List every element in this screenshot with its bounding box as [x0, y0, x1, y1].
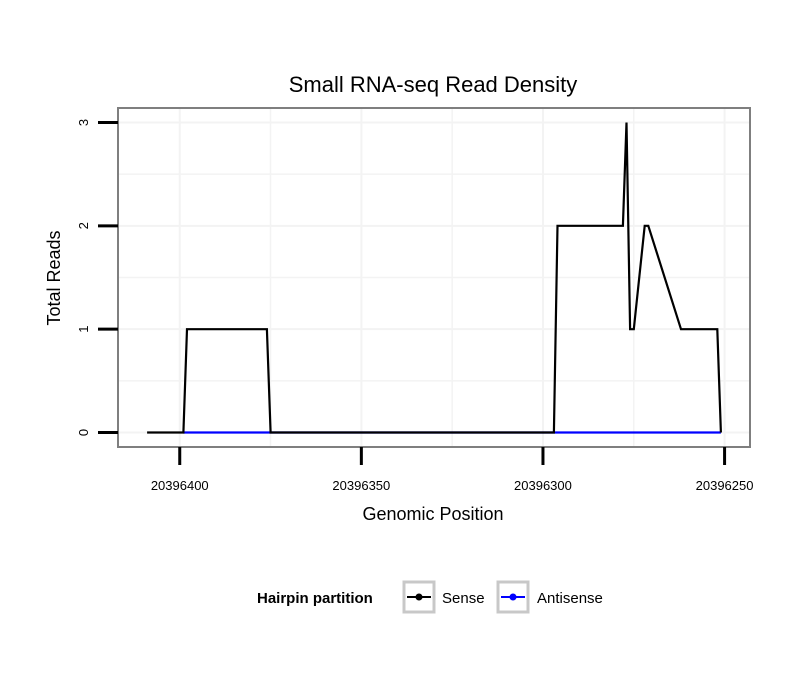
y-axis: 0 1 2 3 [76, 119, 118, 436]
chart-title: Small RNA-seq Read Density [289, 72, 578, 97]
plot-panel-border [117, 107, 751, 448]
legend-item-antisense[interactable]: Antisense [496, 580, 603, 614]
y-tick-label: 1 [76, 326, 91, 333]
x-axis: 20396400 20396350 20396300 20396250 [151, 447, 754, 493]
y-tick-label: 2 [76, 222, 91, 229]
legend: Hairpin partition Sense Antisense [257, 580, 603, 614]
x-axis-title: Genomic Position [362, 504, 503, 524]
grid [118, 108, 750, 447]
legend-label-antisense: Antisense [537, 590, 603, 607]
y-axis-title: Total Reads [44, 230, 64, 325]
legend-title: Hairpin partition [257, 590, 373, 607]
legend-point-antisense [509, 593, 517, 601]
legend-point-sense [415, 593, 423, 601]
legend-label-sense: Sense [442, 590, 485, 607]
x-tick-label: 20396300 [514, 478, 572, 493]
series-line-sense [147, 122, 722, 434]
legend-item-sense[interactable]: Sense [402, 580, 485, 614]
series-layer [147, 122, 722, 434]
x-tick-label: 20396350 [332, 478, 390, 493]
y-tick-label: 0 [76, 429, 91, 436]
y-tick-label: 3 [76, 119, 91, 126]
x-tick-label: 20396400 [151, 478, 209, 493]
x-tick-label: 20396250 [696, 478, 754, 493]
